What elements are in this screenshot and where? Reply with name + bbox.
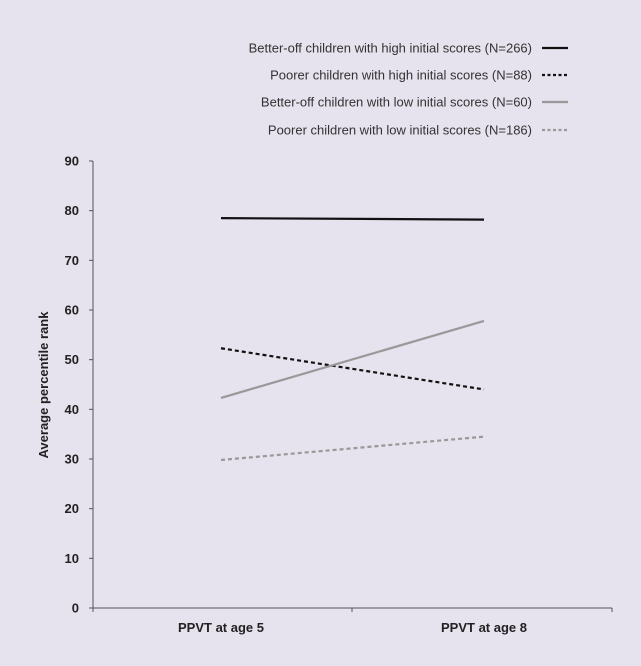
y-tick-label: 70 xyxy=(65,253,79,268)
y-tick-label: 10 xyxy=(65,551,79,566)
y-tick-label: 80 xyxy=(65,203,79,218)
legend-label: Better-off children with high initial sc… xyxy=(249,41,532,56)
chart-legend: Better-off children with high initial sc… xyxy=(249,41,568,138)
y-tick-label: 0 xyxy=(72,601,79,616)
x-axis: PPVT at age 5 PPVT at age 8 xyxy=(92,607,613,635)
y-tick-label: 90 xyxy=(65,154,79,169)
y-axis-title: Average percentile rank xyxy=(36,311,51,459)
y-tick-label: 40 xyxy=(65,402,79,417)
y-tick-label: 50 xyxy=(65,352,79,367)
series-line-3 xyxy=(220,319,485,399)
x-tick-label: PPVT at age 8 xyxy=(441,620,527,635)
series-line-4 xyxy=(220,435,485,462)
y-tick-label: 30 xyxy=(65,452,79,467)
series-line-1 xyxy=(220,217,485,221)
y-tick-label: 60 xyxy=(65,303,79,318)
legend-label: Poorer children with high initial scores… xyxy=(270,68,532,83)
legend-label: Better-off children with low initial sco… xyxy=(261,95,532,110)
y-tick-label: 20 xyxy=(65,501,79,516)
y-axis: 0 10 20 30 40 50 60 70 80 90 xyxy=(65,154,94,616)
legend-label: Poorer children with low initial scores … xyxy=(268,123,532,138)
series-layer xyxy=(220,217,485,462)
series-line-2 xyxy=(220,347,485,391)
x-tick-label: PPVT at age 5 xyxy=(178,620,264,635)
